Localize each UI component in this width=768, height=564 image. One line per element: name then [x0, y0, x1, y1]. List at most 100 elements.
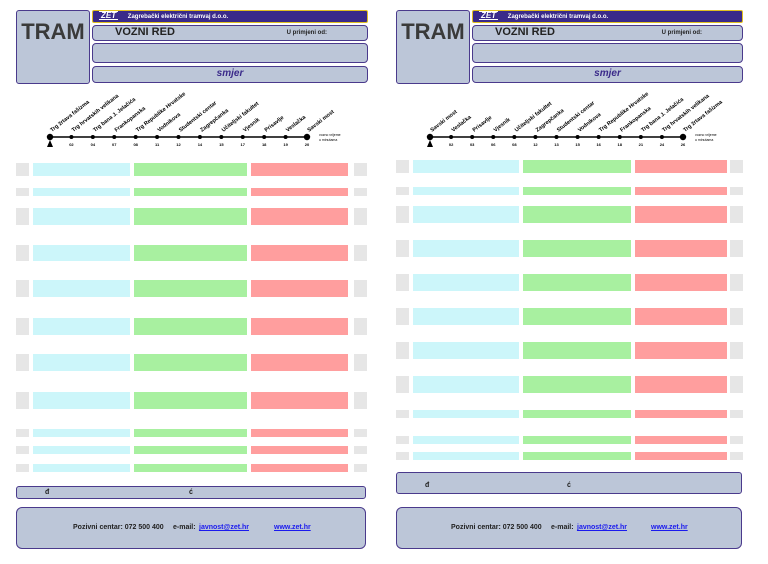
stop-time: 20: [305, 142, 310, 147]
timetable-cell: [523, 410, 631, 418]
stop-time: 15: [575, 142, 580, 147]
timetable-cell: [33, 245, 130, 261]
timetable-cell: [354, 464, 367, 472]
vozni-red-label: VOZNI RED: [115, 26, 175, 38]
stop-time: 08: [512, 142, 517, 147]
col-d-label: đ: [425, 482, 430, 489]
timetable-cell: [730, 376, 743, 393]
company-bar: ZET Zagrebački električni tramvaj d.o.o.: [92, 10, 368, 23]
timetable-cell: [523, 187, 631, 195]
timetable-cell: [635, 240, 727, 257]
timetable-cell: [16, 354, 29, 371]
stop-time: 02: [69, 142, 74, 147]
timetable-cell: [16, 188, 29, 196]
timetable-cell: [33, 318, 130, 335]
stop-time: 08: [133, 142, 138, 147]
timetable-cell: [730, 187, 743, 195]
timetable-cell: [730, 274, 743, 291]
stop-marker: [219, 135, 224, 139]
timetable-cell: [33, 429, 130, 437]
timetable-cell: [413, 436, 519, 444]
day-columns-bar: đ ć: [16, 486, 366, 499]
stop-time: 03: [470, 142, 475, 147]
timetable-cell: [354, 446, 367, 454]
stop-marker: [69, 135, 74, 139]
u-primjeni-label: U primjeni od:: [286, 30, 327, 36]
stop-time: 13: [554, 142, 559, 147]
timetable-cell: [354, 318, 367, 335]
stop-marker: [449, 135, 454, 139]
contact-phone: Pozivni centar: 072 500 400: [73, 524, 164, 531]
tram-label: TRAM: [401, 19, 465, 44]
email-label: e-mail:: [173, 524, 196, 531]
timetable-cell: [251, 318, 348, 335]
company-bar: ZET Zagrebački električni tramvaj d.o.o.: [472, 10, 743, 23]
timetable-cell: [396, 274, 409, 291]
smjer-box: smjer: [472, 66, 743, 83]
timetable-cell: [16, 208, 29, 225]
timetable-cell: [730, 160, 743, 173]
stop-marker: [554, 135, 559, 139]
timetable-cell: [635, 452, 727, 460]
timetable-cell: [134, 163, 247, 176]
timetable-cell: [396, 187, 409, 195]
timetable-cell: [16, 318, 29, 335]
vozni-red-box: VOZNI RED U primjeni od:: [92, 25, 368, 41]
zet-logo: ZET: [99, 11, 119, 20]
smjer-label: smjer: [594, 68, 621, 79]
timetable-cell: [396, 436, 409, 444]
company-name: Zagrebački električni tramvaj d.o.o.: [127, 14, 229, 20]
timetable-cell: [635, 187, 727, 195]
stop-time: 04: [91, 142, 96, 147]
timetable-cell: [16, 163, 29, 176]
timetable-cell: [396, 376, 409, 393]
timetable-cell: [396, 452, 409, 460]
timetable-cell: [413, 160, 519, 173]
col-d-label: đ: [45, 489, 50, 496]
timetable-cell: [33, 464, 130, 472]
vozni-red-label: VOZNI RED: [495, 26, 555, 38]
timetable-cell: [16, 446, 29, 454]
timetable-cell: [251, 392, 348, 409]
timetable-cell: [413, 308, 519, 325]
tram-label-box: TRAM: [16, 10, 90, 84]
timetable-cell: [635, 206, 727, 223]
timetable-cell: [523, 436, 631, 444]
timetable-cell: [523, 376, 631, 393]
timetable-cell: [523, 160, 631, 173]
stop-marker: [303, 133, 311, 141]
web-link[interactable]: www.zet.hr: [651, 524, 688, 531]
line-info-box: [472, 43, 743, 63]
timetable-cell: [413, 274, 519, 291]
timetable-cell: [413, 342, 519, 359]
vozni-red-box: VOZNI RED U primjeni od:: [472, 25, 743, 41]
timetable-cell: [251, 245, 348, 261]
travel-note: vozno vrijeme: [695, 133, 717, 137]
timetable-cell: [16, 245, 29, 261]
day-columns-bar: đ ć: [396, 472, 742, 494]
u-primjeni-label: U primjeni od:: [661, 30, 702, 36]
timetable-cell: [251, 163, 348, 176]
timetable-cell: [33, 354, 130, 371]
web-link[interactable]: www.zet.hr: [274, 524, 311, 531]
timetable-cell: [523, 240, 631, 257]
timetable-cell: [730, 410, 743, 418]
stop-time: 15: [219, 142, 224, 147]
timetable-right: TRAM ZET Zagrebački električni tramvaj d…: [380, 0, 764, 564]
timetable-cell: [396, 308, 409, 325]
timetable-cell: [413, 240, 519, 257]
stop-time: 07: [112, 142, 117, 147]
timetable-cell: [33, 163, 130, 176]
timetable-cell: [16, 392, 29, 409]
timetable-cell: [354, 354, 367, 371]
email-link[interactable]: javnost@zet.hr: [199, 524, 250, 531]
email-link[interactable]: javnost@zet.hr: [577, 524, 628, 531]
stop-time: 26: [681, 142, 686, 147]
timetable-cell: [134, 208, 247, 225]
timetable-cell: [134, 280, 247, 297]
timetable-cell: [134, 188, 247, 196]
timetable-cell: [635, 410, 727, 418]
stop-marker: [197, 135, 202, 139]
timetable-cell: [396, 342, 409, 359]
timetable-cell: [730, 240, 743, 257]
